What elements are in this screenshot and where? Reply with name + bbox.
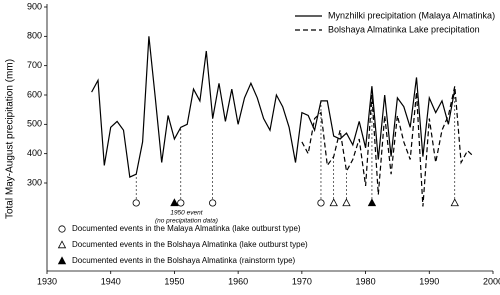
event-marker [329, 198, 338, 207]
legend-label: Documented events in the Malaya Almatink… [72, 224, 301, 233]
event-marker [132, 199, 140, 207]
event-marker [209, 199, 217, 207]
series-line [91, 36, 456, 178]
event-marker [342, 198, 351, 207]
series-line [301, 86, 475, 207]
event-marker [57, 256, 67, 265]
y-axis-label: Total May-August precipitation (mm) [5, 59, 16, 219]
x-tick-label: 1940 [101, 276, 121, 286]
annotation: 1950 event [170, 210, 203, 217]
x-tick-label: 1980 [356, 276, 376, 286]
legend-label: Mynzhilki precipitation (Malaya Almatink… [328, 10, 495, 20]
legend-label: Documented events in the Bolshaya Almati… [72, 256, 296, 265]
y-tick-label: 800 [27, 31, 42, 41]
legend-label: Documented events in the Bolshaya Almati… [72, 240, 308, 249]
x-tick-label: 1930 [37, 276, 57, 286]
event-marker [177, 199, 185, 207]
event-marker [170, 198, 179, 207]
event-marker [317, 199, 325, 207]
x-tick-label: 1960 [228, 276, 248, 286]
x-tick-label: 1990 [419, 276, 439, 286]
x-tick-label: 1970 [292, 276, 312, 286]
y-tick-label: 900 [27, 1, 42, 11]
event-marker [450, 198, 459, 207]
y-tick-label: 400 [27, 148, 42, 158]
event-marker [57, 240, 67, 249]
event-marker [58, 225, 66, 233]
y-tick-label: 700 [27, 60, 42, 70]
legend-label: Bolshaya Almatinka Lake precipitation [328, 24, 480, 34]
y-tick-label: 300 [27, 177, 42, 187]
x-tick-label: 1950 [164, 276, 184, 286]
y-tick-label: 500 [27, 119, 42, 129]
y-tick-label: 600 [27, 89, 42, 99]
x-tick-label: 2000 [483, 276, 500, 286]
annotation: (no precipitation data) [155, 218, 218, 225]
event-marker [367, 198, 377, 207]
